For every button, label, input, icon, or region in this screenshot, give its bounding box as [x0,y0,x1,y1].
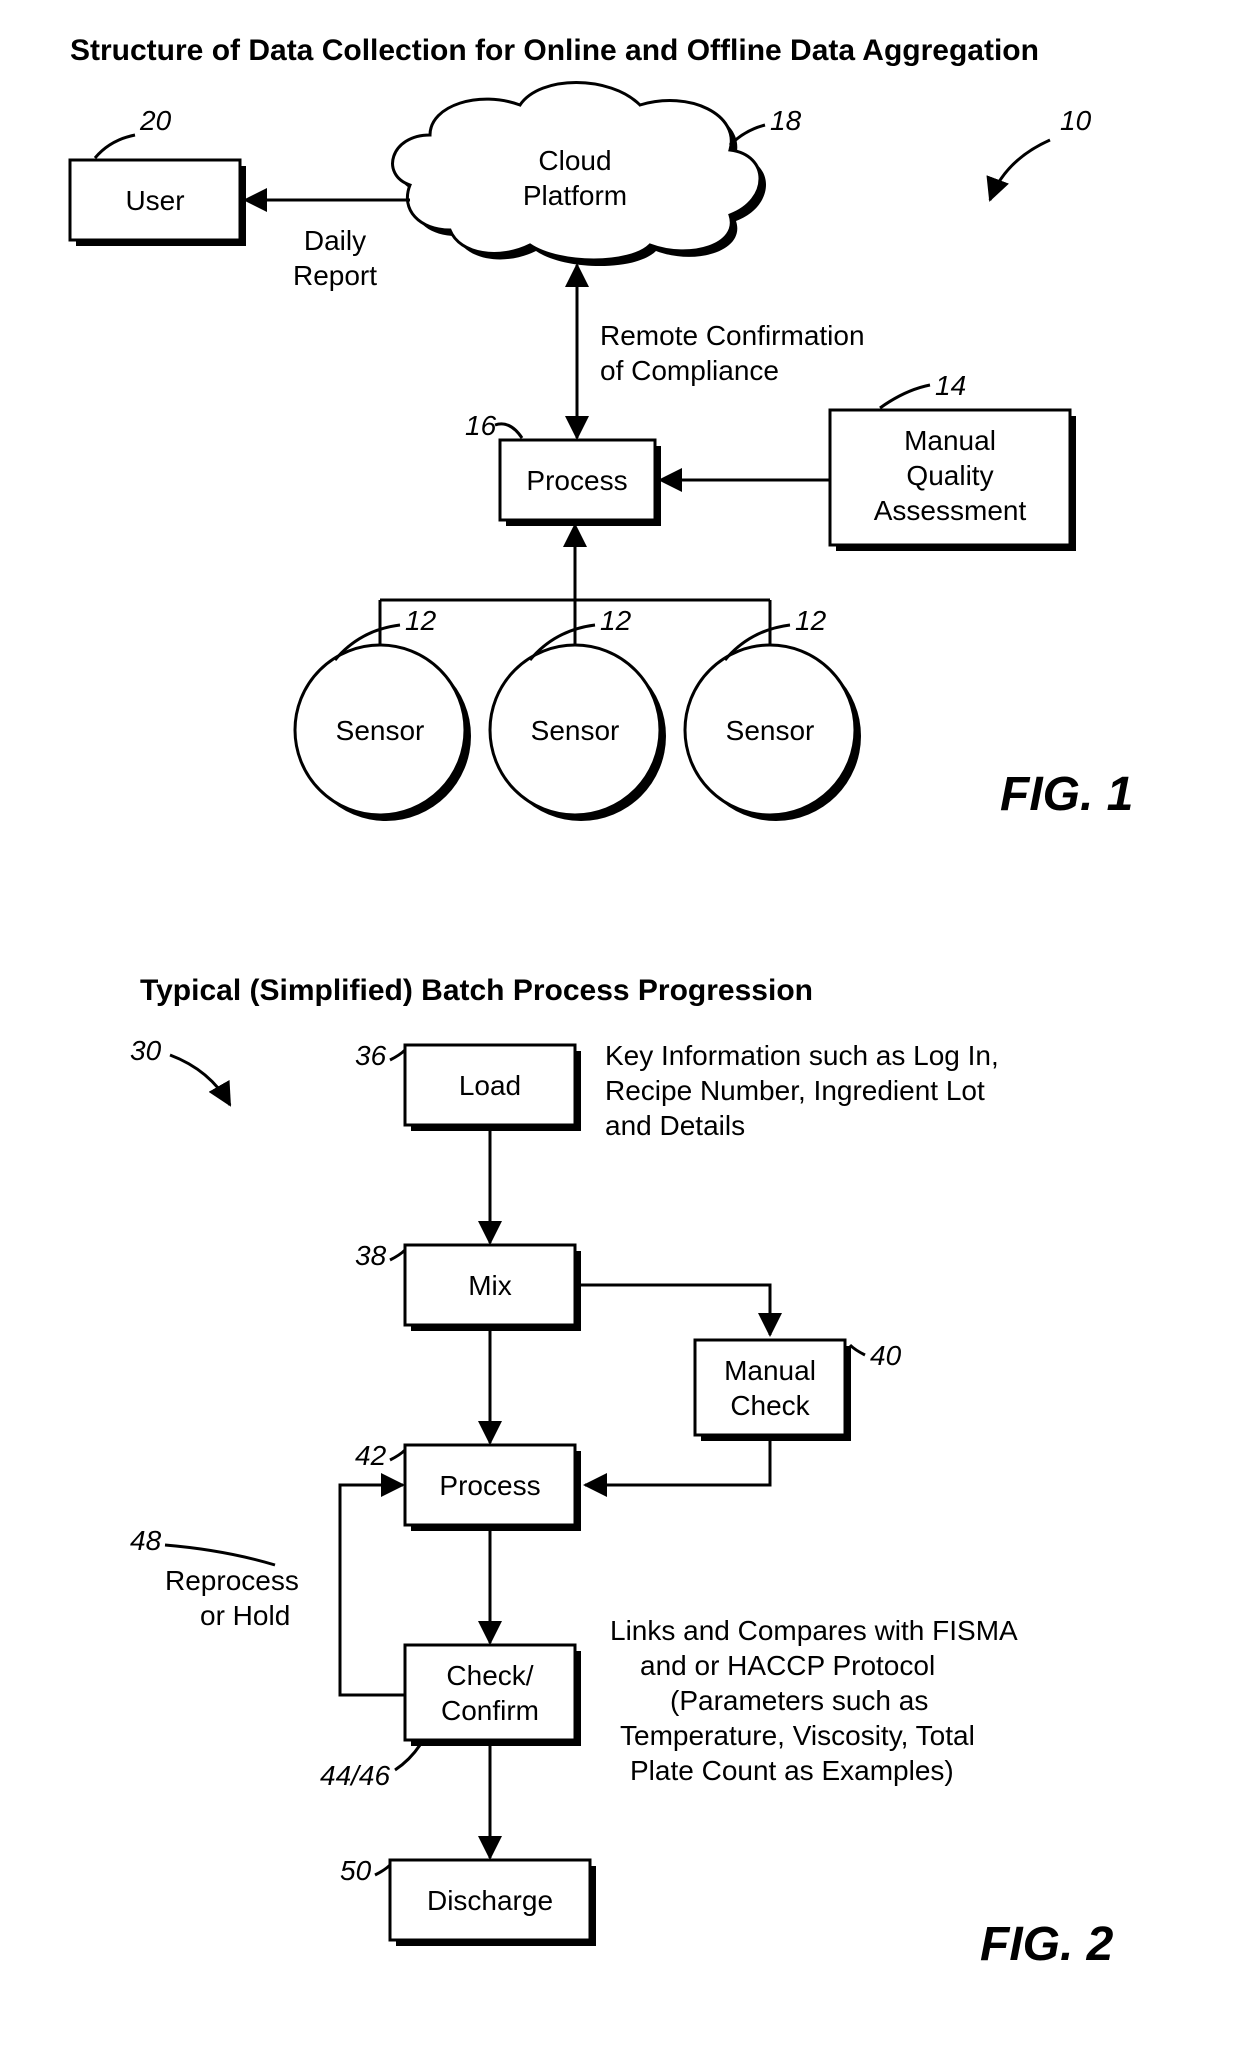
fig1-ref-10-pointer [990,140,1050,200]
check-anno-2: and or HACCP Protocol [640,1650,935,1681]
process2-ref: 42 [355,1440,387,1471]
cloud-node: Cloud Platform 18 [393,83,802,267]
fig1-title: Structure of Data Collection for Online … [70,34,1039,67]
check-ref-pointer [395,1745,420,1770]
edge-mix-manual [580,1285,770,1335]
process-node-fig1: Process 16 [465,410,661,526]
manual-ref: 40 [870,1340,902,1371]
load-anno-2: Recipe Number, Ingredient Lot [605,1075,985,1106]
mqa-label-2: Quality [906,460,993,491]
sensor1-label: Sensor [336,715,425,746]
load-node: Load 36 [355,1040,581,1131]
fig2-ref-30-pointer [170,1055,230,1105]
cloud-label-1: Cloud [538,145,611,176]
edge-reprocess [340,1485,405,1695]
edge-cloud-process: Remote Confirmation of Compliance [577,265,865,438]
fig1-caption: FIG. 1 [1000,768,1133,821]
mix-ref-pointer [390,1250,405,1260]
load-label: Load [459,1070,521,1101]
process-label: Process [526,465,627,496]
fig2-ref-30: 30 [130,1035,162,1066]
manual-label-1: Manual [724,1355,816,1386]
check-anno-3: (Parameters such as [670,1685,928,1716]
mqa-ref: 14 [935,370,966,401]
user-ref: 20 [139,105,172,136]
check-anno-1: Links and Compares with FISMA [610,1615,1018,1646]
daily-label-1: Daily [304,225,366,256]
discharge-node: Discharge 50 [340,1855,596,1946]
daily-label-2: Report [293,260,377,291]
fig1-overall-ref: 10 [990,105,1092,200]
cloud-ref: 18 [770,105,802,136]
figure-2: Typical (Simplified) Batch Process Progr… [130,974,1114,1971]
manual-label-2: Check [730,1390,810,1421]
figure-1: Structure of Data Collection for Online … [70,34,1133,821]
manual-check-node: Manual Check 40 [695,1340,902,1441]
user-node: User 20 [70,105,246,246]
user-ref-pointer [95,135,135,158]
sensor2-label: Sensor [531,715,620,746]
edge-cloud-user: Daily Report [245,200,410,291]
cloud-ref-pointer [730,125,765,145]
fig2-overall-ref: 30 [130,1035,230,1105]
check-ref: 44/46 [320,1760,390,1791]
load-ref: 36 [355,1040,387,1071]
process2-ref-pointer [390,1450,405,1460]
diagram-canvas: Structure of Data Collection for Online … [0,0,1240,2052]
manual-ref-pointer [850,1345,865,1355]
mqa-label-3: Assessment [874,495,1027,526]
check-anno-4: Temperature, Viscosity, Total [620,1720,975,1751]
mqa-node: Manual Quality Assessment 14 [830,370,1076,551]
discharge-label: Discharge [427,1885,553,1916]
check-node: Check/ Confirm 44/46 [320,1645,581,1791]
mix-node: Mix 38 [355,1240,581,1331]
reprocess-label-2: or Hold [200,1600,290,1631]
process-ref: 16 [465,410,497,441]
mix-ref: 38 [355,1240,387,1271]
reprocess-ref: 48 [130,1525,162,1556]
fig2-title: Typical (Simplified) Batch Process Progr… [140,974,813,1007]
load-anno-1: Key Information such as Log In, [605,1040,999,1071]
load-anno-3: and Details [605,1110,745,1141]
mqa-ref-pointer [880,385,930,408]
check-anno-5: Plate Count as Examples) [630,1755,954,1786]
sensor3-ref: 12 [795,605,827,636]
remote-label-1: Remote Confirmation [600,320,865,351]
fig2-caption: FIG. 2 [980,1918,1114,1971]
cloud-label-2: Platform [523,180,627,211]
remote-label-2: of Compliance [600,355,779,386]
discharge-ref-pointer [375,1865,390,1875]
check-label-1: Check/ [446,1660,533,1691]
fig1-ref-10: 10 [1060,105,1092,136]
mix-label: Mix [468,1270,512,1301]
user-label: User [125,185,184,216]
sensor1-ref: 12 [405,605,437,636]
sensor-nodes: Sensor 12 Sensor 12 Sensor 12 [295,525,861,821]
process-ref-pointer [495,424,522,438]
reprocess-label-1: Reprocess [165,1565,299,1596]
reprocess-ref-pointer [165,1545,275,1565]
sensor2-ref: 12 [600,605,632,636]
discharge-ref: 50 [340,1855,372,1886]
sensor3-label: Sensor [726,715,815,746]
process2-label: Process [439,1470,540,1501]
check-label-2: Confirm [441,1695,539,1726]
mqa-label-1: Manual [904,425,996,456]
edge-manual-process [585,1440,770,1485]
load-ref-pointer [390,1050,405,1060]
